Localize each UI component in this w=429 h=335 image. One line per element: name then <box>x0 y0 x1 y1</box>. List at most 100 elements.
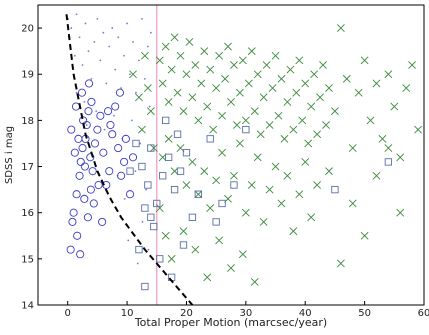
data-point-cross <box>259 93 268 102</box>
data-point-cross <box>230 61 238 69</box>
data-point-cross <box>167 65 176 74</box>
data-point-cross <box>158 79 167 88</box>
data-point-cross <box>277 74 286 83</box>
data-point-square <box>144 181 152 189</box>
data-point-cross <box>289 227 298 236</box>
data-point-cross <box>250 107 259 116</box>
x-tick-label: 60 <box>418 308 429 319</box>
data-point-square <box>218 199 226 208</box>
data-point-cross <box>209 125 218 134</box>
y-tick-label: 16 <box>21 208 34 219</box>
data-point-dot <box>148 105 151 108</box>
x-tick-label: 10 <box>121 308 134 319</box>
data-point-dot <box>143 77 146 80</box>
data-point-circle <box>88 167 97 176</box>
data-point-circle <box>80 194 89 203</box>
data-point-dot <box>70 27 73 29</box>
data-point-cross <box>185 38 194 46</box>
data-point-circle <box>89 199 98 208</box>
data-point-cross <box>146 107 155 116</box>
data-point-circle <box>69 208 78 217</box>
data-point-circle <box>87 97 96 106</box>
data-point-cross <box>241 208 250 217</box>
data-point-cross <box>143 84 152 92</box>
data-point-cross <box>360 56 369 65</box>
data-point-cross <box>235 88 244 97</box>
data-point-cross <box>274 111 283 120</box>
data-point-cross <box>286 65 295 74</box>
data-point-cross <box>325 84 333 92</box>
data-point-circle <box>78 144 87 153</box>
data-point-cross <box>313 181 322 189</box>
data-point-cross <box>378 134 387 143</box>
x-tick-label: 30 <box>239 308 252 319</box>
data-point-cross <box>188 158 197 166</box>
data-point-cross <box>182 70 191 79</box>
data-point-dot <box>83 101 86 103</box>
data-point-square <box>173 130 182 138</box>
data-point-cross <box>167 254 176 263</box>
x-axis-label: Total Proper Motion (marcsec/year) <box>134 316 327 329</box>
data-point-cross <box>215 236 224 245</box>
data-point-circle <box>85 79 94 88</box>
data-point-cross <box>348 144 357 152</box>
data-point-dot <box>117 36 120 39</box>
data-point-cross <box>129 70 137 79</box>
data-point-cross <box>310 70 319 79</box>
y-tick-label: 15 <box>21 254 34 265</box>
data-point-dot <box>132 41 134 43</box>
data-point-cross <box>265 121 274 129</box>
data-point-square <box>164 153 173 161</box>
data-point-cross <box>224 42 232 51</box>
data-point-square <box>176 167 185 175</box>
data-point-circle <box>111 102 120 111</box>
data-point-dot <box>135 91 137 94</box>
data-point-cross <box>200 47 209 56</box>
data-point-cross <box>253 70 262 79</box>
data-point-cross <box>322 121 330 129</box>
data-point-cross <box>206 65 215 74</box>
data-point-dot <box>75 13 78 16</box>
data-point-cross <box>295 56 304 65</box>
x-axis: 0 10 20 30 40 50 60 <box>65 301 429 319</box>
data-point-square <box>126 167 134 175</box>
x-tick-label: 20 <box>180 308 193 319</box>
data-point-cross <box>238 250 247 259</box>
data-point-dot <box>123 54 126 57</box>
data-point-circle <box>117 171 126 180</box>
data-point-cross <box>262 61 271 69</box>
data-point-cross <box>247 181 256 189</box>
data-point-square <box>384 158 393 166</box>
data-point-cross <box>212 176 221 185</box>
data-point-dot <box>75 91 78 94</box>
y-tick-label: 14 <box>21 301 34 312</box>
data-point-circle <box>86 153 95 162</box>
data-point-cross <box>179 107 188 116</box>
data-point-circle <box>83 213 92 222</box>
data-point-circle <box>106 120 115 130</box>
data-point-cross <box>292 88 301 97</box>
data-point-cross <box>307 213 316 222</box>
data-point-cross <box>277 199 286 208</box>
data-point-cross <box>372 171 381 180</box>
data-point-cross <box>319 61 327 69</box>
data-point-cross <box>283 98 292 106</box>
data-point-cross <box>140 51 149 60</box>
data-point-cross <box>402 84 411 92</box>
data-point-cross <box>384 144 393 152</box>
data-point-circle <box>94 180 103 190</box>
data-point-square <box>242 125 250 134</box>
data-point-cross <box>271 51 280 60</box>
x-tick-label: 0 <box>65 308 71 319</box>
data-point-circle <box>75 171 84 180</box>
data-point-cross <box>360 231 369 240</box>
data-point-square <box>141 282 149 291</box>
data-point-circle <box>115 88 125 97</box>
data-point-dot <box>99 59 102 62</box>
data-point-cross <box>331 107 339 116</box>
data-point-dot <box>93 41 96 43</box>
data-point-cross <box>182 181 191 189</box>
data-point-cross <box>173 88 182 97</box>
data-point-cross <box>414 125 422 134</box>
data-point-cross <box>212 84 221 92</box>
